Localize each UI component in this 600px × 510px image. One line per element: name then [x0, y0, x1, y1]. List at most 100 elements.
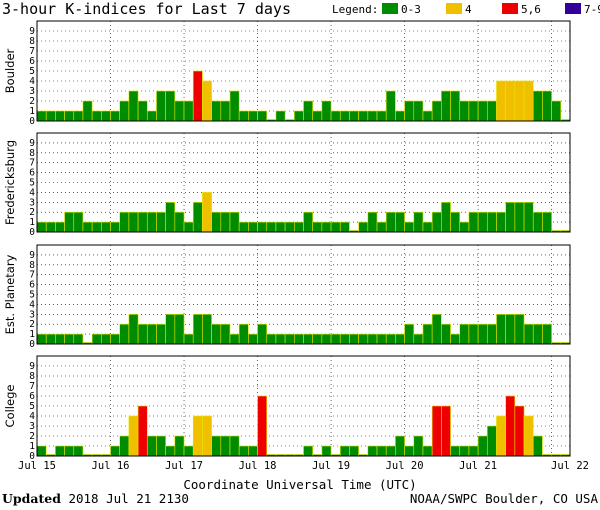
legend-swatch-5-6 [502, 3, 518, 14]
bar-22 [238, 221, 249, 233]
legend-text-0-3: 0-3 [401, 3, 421, 16]
bar-15 [174, 211, 185, 233]
bar-6 [91, 221, 102, 233]
legend-label: Legend: [332, 3, 379, 16]
bar-17 [192, 313, 203, 345]
panel-frame [36, 20, 571, 122]
bar-55 [542, 211, 552, 233]
legend-swatch-0-3 [382, 3, 398, 14]
y-tick-label: 8 [29, 371, 35, 382]
bar-38 [385, 211, 396, 233]
y-tick-label: 9 [29, 361, 35, 372]
legend-text-5-6: 5,6 [521, 3, 541, 16]
bar-17 [192, 202, 203, 233]
bar-28 [294, 333, 304, 345]
bar-52 [514, 313, 525, 345]
bar-36 [367, 110, 378, 122]
bar-37 [376, 333, 387, 345]
bar-8 [110, 221, 121, 233]
bar-29 [303, 100, 313, 122]
bar-2 [55, 110, 65, 122]
bar-8 [110, 333, 121, 345]
bar-16 [183, 221, 194, 233]
bar-12 [146, 211, 157, 233]
y-tick-label: 5 [29, 66, 35, 77]
bar-30 [312, 110, 323, 122]
bar-20 [220, 435, 231, 457]
bar-45 [450, 333, 461, 345]
bar-50 [496, 211, 506, 233]
y-tick-label: 0 [29, 227, 35, 238]
k-index-charts: 0123456789Boulder0123456789Fredericksbur… [3, 20, 589, 472]
bar-3 [64, 211, 75, 233]
bar-10 [128, 90, 139, 122]
bar-40 [404, 221, 415, 233]
bar-13 [156, 435, 166, 457]
bar-40 [404, 100, 415, 122]
bar-3 [64, 445, 75, 457]
bar-31 [321, 445, 332, 457]
bar-53 [523, 202, 534, 233]
bar-39 [395, 110, 405, 122]
bar-16 [183, 100, 194, 122]
y-tick-label: 0 [29, 116, 35, 127]
bar-29 [303, 333, 313, 345]
bar-50 [496, 80, 506, 122]
bar-42 [422, 221, 433, 233]
bar-12 [146, 435, 157, 457]
bar-30 [312, 333, 323, 345]
legend-item-5-6: 5,6 [502, 3, 541, 16]
bar-23 [248, 110, 258, 122]
bar-45 [450, 445, 461, 457]
y-tick-label: 6 [29, 280, 35, 291]
updated-label: Updated [2, 491, 61, 506]
bar-19 [211, 435, 222, 457]
bar-50 [496, 415, 506, 457]
bar-43 [431, 100, 442, 122]
bar-43 [431, 211, 442, 233]
y-tick-label: 5 [29, 401, 35, 412]
bar-12 [146, 110, 157, 122]
bar-54 [532, 211, 543, 233]
bar-35 [358, 333, 369, 345]
bar-32 [330, 221, 341, 233]
bar-49 [486, 211, 497, 233]
bar-29 [303, 211, 313, 233]
y-tick-label: 3 [29, 197, 35, 208]
x-tick-label: Jul 19 [312, 460, 350, 472]
bar-8 [110, 110, 121, 122]
y-tick-label: 8 [29, 148, 35, 159]
bar-48 [477, 435, 488, 457]
legend-item-7-9: 7-9 [565, 3, 600, 16]
bar-9 [119, 100, 130, 122]
station-name: Boulder [3, 48, 17, 93]
legend-text-7-9: 7-9 [584, 3, 600, 16]
bar-47 [468, 211, 479, 233]
bar-13 [156, 323, 166, 345]
bar-39 [395, 211, 405, 233]
bar-16 [183, 333, 194, 345]
bar-54 [532, 323, 543, 345]
bar-22 [238, 445, 249, 457]
y-tick-label: 2 [29, 431, 35, 442]
bar-3 [64, 110, 75, 122]
bar-28 [294, 221, 304, 233]
y-tick-label: 6 [29, 168, 35, 179]
x-tick-label: Jul 18 [239, 460, 277, 472]
bar-4 [73, 445, 84, 457]
bar-11 [137, 323, 148, 345]
bar-40 [404, 323, 415, 345]
bar-21 [229, 211, 240, 233]
bar-40 [404, 445, 415, 457]
bar-52 [514, 202, 525, 233]
bar-10 [128, 313, 139, 345]
legend-item-4: 4 [446, 3, 472, 16]
bar-6 [91, 333, 102, 345]
y-tick-label: 0 [29, 451, 35, 462]
bar-20 [220, 100, 231, 122]
bar-32 [330, 333, 341, 345]
y-tick-label: 2 [29, 96, 35, 107]
